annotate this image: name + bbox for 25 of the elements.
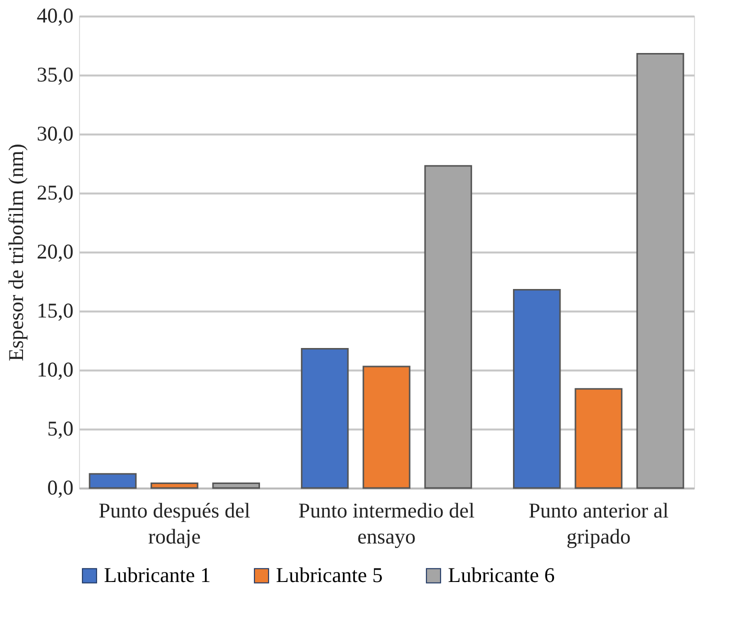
y-tick-label: 30,0 bbox=[36, 122, 74, 146]
bar bbox=[212, 482, 260, 489]
y-axis-title: Espesor de tribofilm (nm) bbox=[4, 144, 28, 362]
bar bbox=[512, 289, 561, 489]
bar bbox=[88, 473, 137, 489]
x-tick-label: Punto anterior al gripado bbox=[528, 498, 669, 548]
legend-label: Lubricante 5 bbox=[276, 562, 383, 587]
x-tick-label: Punto intermedio del ensayo bbox=[298, 498, 475, 548]
y-tick-label: 20,0 bbox=[36, 240, 74, 264]
bar bbox=[300, 348, 349, 489]
y-tick-label: 0,0 bbox=[47, 476, 74, 500]
bar bbox=[424, 165, 472, 489]
legend-label: Lubricante 1 bbox=[104, 562, 211, 587]
bar bbox=[150, 482, 198, 489]
bar bbox=[574, 388, 622, 489]
y-tick-label: 10,0 bbox=[36, 358, 74, 382]
bar bbox=[636, 53, 684, 489]
y-tick-label: 40,0 bbox=[36, 4, 74, 28]
y-tick-label: 25,0 bbox=[36, 180, 74, 204]
legend-label: Lubricante 6 bbox=[448, 562, 555, 587]
x-tick-label: Punto después del rodaje bbox=[98, 498, 250, 548]
y-tick-label: 15,0 bbox=[36, 298, 74, 322]
y-tick-label: 35,0 bbox=[36, 62, 74, 86]
y-tick-label: 5,0 bbox=[47, 416, 74, 440]
bar bbox=[362, 366, 410, 489]
